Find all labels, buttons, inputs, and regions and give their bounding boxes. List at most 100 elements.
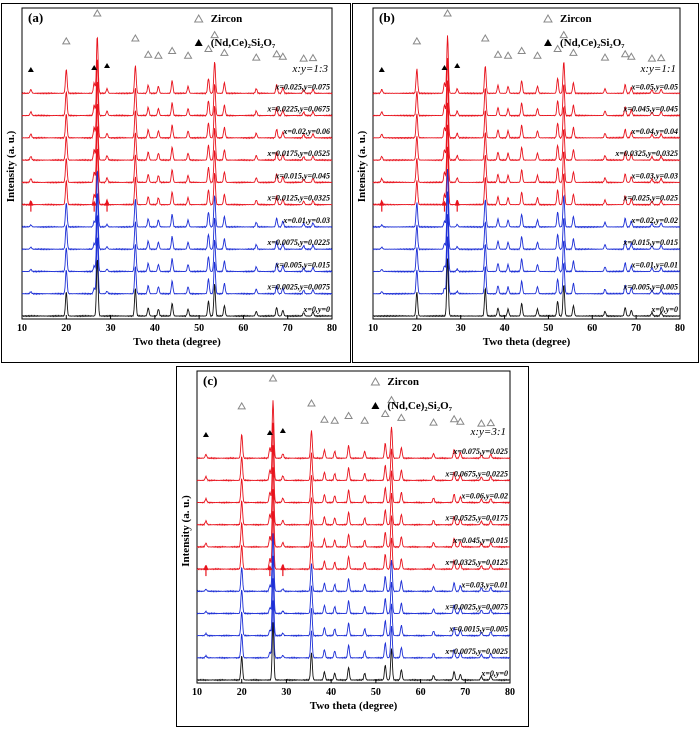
xrd-trace-0 <box>372 35 681 95</box>
pyro-marker-2 <box>104 63 111 68</box>
arrow-head-1 <box>91 200 97 206</box>
zircon-marker-2 <box>307 398 316 407</box>
zircon-marker-12 <box>455 417 465 425</box>
zircon-marker-4 <box>154 51 163 59</box>
trace-label-5: x=0.0325,y=0.0125 <box>444 558 508 567</box>
x-tick-label-4: 50 <box>371 687 381 698</box>
zircon-marker-9 <box>220 48 229 56</box>
xrd-trace-6 <box>21 170 333 229</box>
zircon-marker-11 <box>620 49 630 58</box>
plot-frame <box>21 7 333 320</box>
x-tick-label-7: 80 <box>505 687 515 698</box>
legend-zircon-icon <box>370 376 381 386</box>
legend-zircon: Zircon <box>211 13 243 25</box>
panel-label: (a) <box>28 10 43 25</box>
zircon-marker-5 <box>344 411 353 419</box>
plot-frame <box>372 7 681 320</box>
zircon-marker-11 <box>272 49 282 58</box>
zircon-marker-1 <box>443 9 452 17</box>
xrd-trace-10 <box>196 622 511 682</box>
x-tick-label-1: 20 <box>412 323 422 334</box>
x-tick-label-0: 10 <box>368 323 378 334</box>
x-tick-label-5: 60 <box>587 323 597 334</box>
trace-label-10: x=0,y=0 <box>650 305 678 314</box>
trace-label-7: x=0.015,y=0.015 <box>622 238 678 247</box>
trace-label-9: x=0.0075,y=0.0025 <box>444 647 508 656</box>
x-tick-label-6: 70 <box>631 323 641 334</box>
pyro-marker-2 <box>279 428 286 433</box>
x-tick-label-1: 20 <box>61 323 71 334</box>
xrd-trace-0 <box>196 400 511 460</box>
x-tick-label-6: 70 <box>283 323 293 334</box>
y-axis-title: Intensity (a. u.) <box>180 495 192 567</box>
zircon-marker-3 <box>493 50 503 58</box>
trace-label-7: x=0.0075,y=0.0225 <box>266 238 330 247</box>
xrd-trace-2 <box>372 80 681 140</box>
zircon-marker-0 <box>412 36 422 45</box>
pyro-marker-0 <box>202 432 209 437</box>
x-tick-label-2: 30 <box>456 323 466 334</box>
zircon-marker-13 <box>299 54 309 62</box>
zircon-marker-3 <box>143 50 153 58</box>
x-axis-title: Two theta (degree) <box>133 336 221 348</box>
xrd-trace-0 <box>21 36 333 95</box>
zircon-marker-6 <box>533 51 542 59</box>
zircon-marker-9 <box>396 413 406 421</box>
zircon-marker-13 <box>477 419 486 427</box>
trace-label-3: x=0.0325,y=0.0325 <box>614 149 678 158</box>
xrd-trace-7 <box>372 191 681 251</box>
zircon-marker-10 <box>600 53 610 61</box>
trace-label-4: x=0.045,y=0.015 <box>452 536 508 545</box>
trace-label-6: x=0.03,y=0.01 <box>460 580 508 589</box>
legend-zircon: Zircon <box>560 13 592 25</box>
zircon-marker-2 <box>480 33 490 42</box>
panel-label: (b) <box>379 10 395 25</box>
legend-pyro-icon <box>543 39 552 46</box>
xrd-trace-8 <box>372 214 681 273</box>
trace-label-1: x=0.045,y=0.045 <box>622 105 678 114</box>
arrow-head-0 <box>379 200 385 206</box>
trace-label-5: x=0.025,y=0.025 <box>622 194 678 203</box>
legend-zircon-icon <box>193 13 204 23</box>
x-tick-label-2: 30 <box>106 323 116 334</box>
legend-pyro: (Nd,Ce)₂Si₂O₇ <box>211 37 276 49</box>
xrd-trace-8 <box>21 214 333 273</box>
xrd-trace-5 <box>21 148 333 207</box>
zircon-marker-10 <box>251 53 261 61</box>
x-tick-label-7: 80 <box>675 323 685 334</box>
zircon-marker-8 <box>387 395 396 404</box>
x-tick-label-3: 40 <box>326 687 336 698</box>
arrow-head-0 <box>28 200 34 206</box>
zircon-marker-1 <box>268 374 278 382</box>
trace-label-7: x=0.0025,y=0.0075 <box>444 602 508 611</box>
plot-frame <box>196 370 511 684</box>
trace-label-0: x=0.025,y=0.075 <box>274 82 330 91</box>
pyro-marker-0 <box>378 67 385 72</box>
xrd-trace-8 <box>196 578 511 638</box>
zircon-marker-4 <box>330 416 340 424</box>
x-tick-label-5: 60 <box>416 687 426 698</box>
trace-label-10: x=0,y=0 <box>480 669 508 678</box>
zircon-marker-14 <box>308 53 318 62</box>
trace-label-1: x=0.0675,y=0.0225 <box>444 469 508 478</box>
zircon-marker-12 <box>626 52 636 60</box>
zircon-marker-14 <box>656 53 666 62</box>
xrd-panel-c: x=0.075,y=0.025 x=0.0675,y=0.0225 x=0.06,y… <box>176 366 529 727</box>
x-tick-label-5: 60 <box>238 323 248 334</box>
xrd-chart-a: x=0.025,y=0.075 x=0.0225,y=0.0675 x=0.02,y… <box>5 7 337 348</box>
arrow-head-1 <box>441 200 447 206</box>
zircon-marker-11 <box>449 414 459 423</box>
zircon-marker-8 <box>559 30 569 39</box>
trace-label-1: x=0.0225,y=0.0675 <box>266 105 330 114</box>
legend-zircon-icon <box>543 13 553 23</box>
zircon-marker-0 <box>61 36 71 45</box>
zircon-marker-5 <box>517 46 527 54</box>
xrd-trace-4 <box>372 124 681 184</box>
x-axis-title: Two theta (degree) <box>310 700 398 712</box>
pyro-marker-1 <box>441 65 448 70</box>
xrd-trace-3 <box>196 467 511 527</box>
x-tick-label-0: 10 <box>192 687 202 698</box>
xrd-trace-4 <box>196 489 511 549</box>
zircon-marker-0 <box>237 401 247 410</box>
xrd-chart-b: x=0.05,y=0.05 x=0.045,y=0.045 x=0.04,y=0.0… <box>356 7 685 348</box>
